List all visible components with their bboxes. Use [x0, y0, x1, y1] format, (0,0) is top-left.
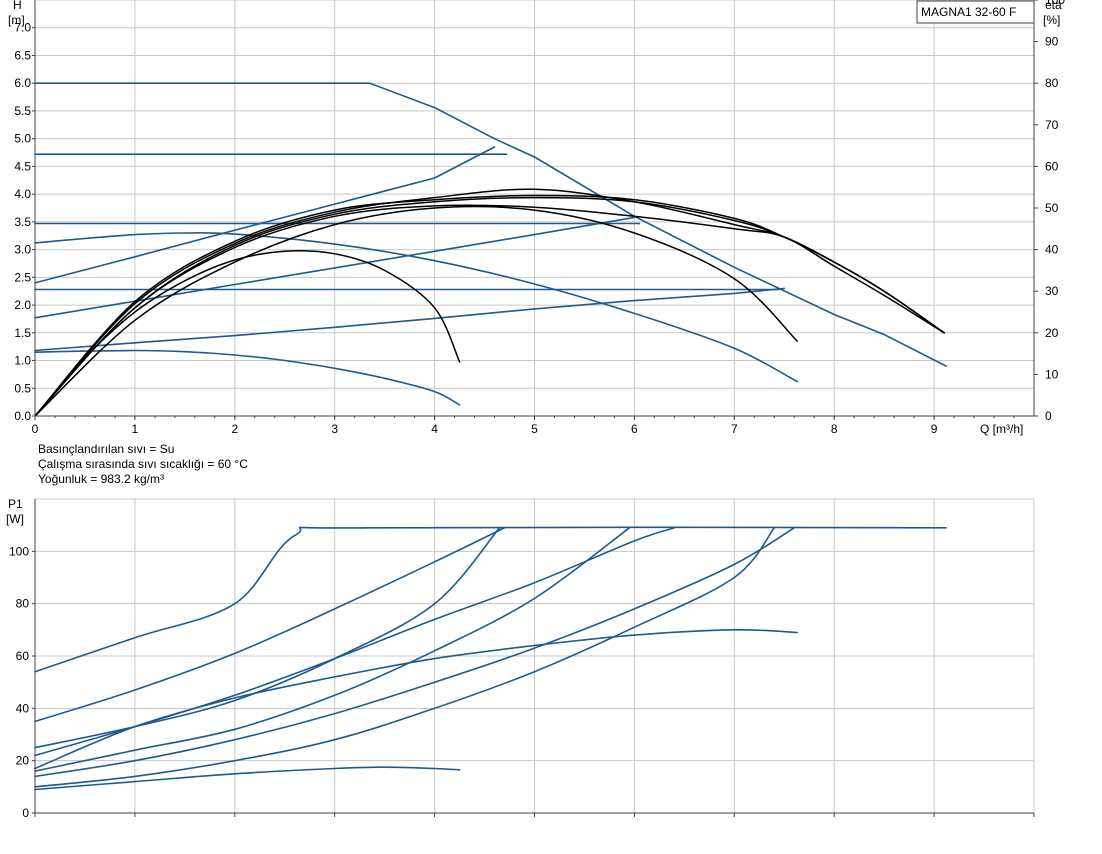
power-curve: [34, 628, 798, 770]
power-tick-label: 40: [16, 701, 30, 715]
eta-axis-title-line2: [%]: [1043, 13, 1060, 27]
eta-tick-label: 40: [1045, 243, 1059, 257]
efficiency-curve: [34, 196, 945, 417]
head-tick-label: 6.5: [14, 48, 31, 62]
head-tick-label: 3.5: [14, 215, 31, 229]
medium-info-liquid: Basınçlandırılan sıvı = Su: [38, 442, 175, 456]
medium-info: Basınçlandırılan sıvı = Su Çalışma sıras…: [38, 442, 248, 487]
power-curve: [34, 527, 631, 772]
power-curve: [34, 526, 947, 673]
head-tick-label: 2.0: [14, 298, 31, 312]
eta-tick-label: 0: [1045, 409, 1052, 423]
eta-tick-label: 10: [1045, 367, 1059, 381]
flow-tick-label: 9: [931, 422, 938, 436]
power-curve: [34, 527, 676, 757]
head-tick-label: 4.0: [14, 187, 31, 201]
power-curve: [34, 527, 501, 749]
eta-tick-label: 100: [1045, 0, 1065, 7]
eta-tick-label: 50: [1045, 201, 1059, 215]
model-label-box: [916, 0, 1035, 24]
power-curve: [34, 766, 461, 791]
head-tick-label: 4.5: [14, 159, 31, 173]
medium-info-density: Yoğunluk = 983.2 kg/m³: [38, 472, 164, 486]
head-tick-label: 5.0: [14, 132, 31, 146]
eta-tick-label: 20: [1045, 326, 1059, 340]
eta-tick-label: 30: [1045, 284, 1059, 298]
power-curve: [34, 527, 776, 788]
eta-tick-label: 80: [1045, 76, 1059, 90]
eta-tick-label: 70: [1045, 118, 1059, 132]
power-tick-label: 80: [16, 597, 30, 611]
efficiency-curve: [34, 194, 945, 417]
head-curve: [34, 349, 461, 406]
flow-tick-label: 8: [831, 422, 838, 436]
eta-tick-label: 90: [1045, 35, 1059, 49]
head-curve: [34, 82, 947, 367]
eta-tick-label: 60: [1045, 159, 1059, 173]
flow-tick-label: 5: [531, 422, 538, 436]
head-curve: [34, 146, 496, 284]
efficiency-curve: [34, 205, 798, 417]
head-tick-label: 0.5: [14, 381, 31, 395]
medium-info-temperature: Çalışma sırasında sıvı sıcaklığı = 60 °C: [38, 457, 248, 471]
head-curve: [34, 287, 786, 352]
head-tick-label: 2.5: [14, 270, 31, 284]
flow-tick-label: 2: [231, 422, 238, 436]
eta-axis-title-line1: eta: [1045, 0, 1062, 12]
head-tick-label: 7.0: [14, 21, 31, 35]
flow-tick-label: 6: [631, 422, 638, 436]
power-tick-label: 100: [9, 544, 29, 558]
head-axis-title-line2: [m]: [8, 13, 25, 27]
head-tick-label: 1.0: [14, 354, 31, 368]
head-tick-label: 6.0: [14, 76, 31, 90]
flow-axis-title: Q [m³/h]: [980, 422, 1023, 436]
head-curve: [34, 232, 798, 383]
power-tick-label: 20: [16, 754, 30, 768]
model-label: MAGNA1 32-60 F: [921, 5, 1016, 19]
flow-tick-label: 3: [331, 422, 338, 436]
power-axis-title-line2: [W]: [6, 512, 24, 526]
power-curve: [34, 527, 795, 778]
power-axis-title-line1: P1: [8, 497, 23, 511]
flow-tick-label: 0: [32, 422, 39, 436]
efficiency-curve: [34, 250, 461, 417]
power-tick-label: 0: [22, 806, 29, 820]
power-curve: [34, 527, 506, 723]
efficiency-curve: [34, 204, 945, 417]
head-tick-label: 3.0: [14, 243, 31, 257]
flow-tick-label: 1: [132, 422, 139, 436]
flow-tick-label: 4: [431, 422, 438, 436]
head-axis-title-line1: H: [13, 0, 22, 12]
power-tick-label: 60: [16, 649, 30, 663]
head-tick-label: 1.5: [14, 326, 31, 340]
flow-tick-label: 7: [731, 422, 738, 436]
head-tick-label: 0.0: [14, 409, 31, 423]
head-tick-label: 5.5: [14, 104, 31, 118]
